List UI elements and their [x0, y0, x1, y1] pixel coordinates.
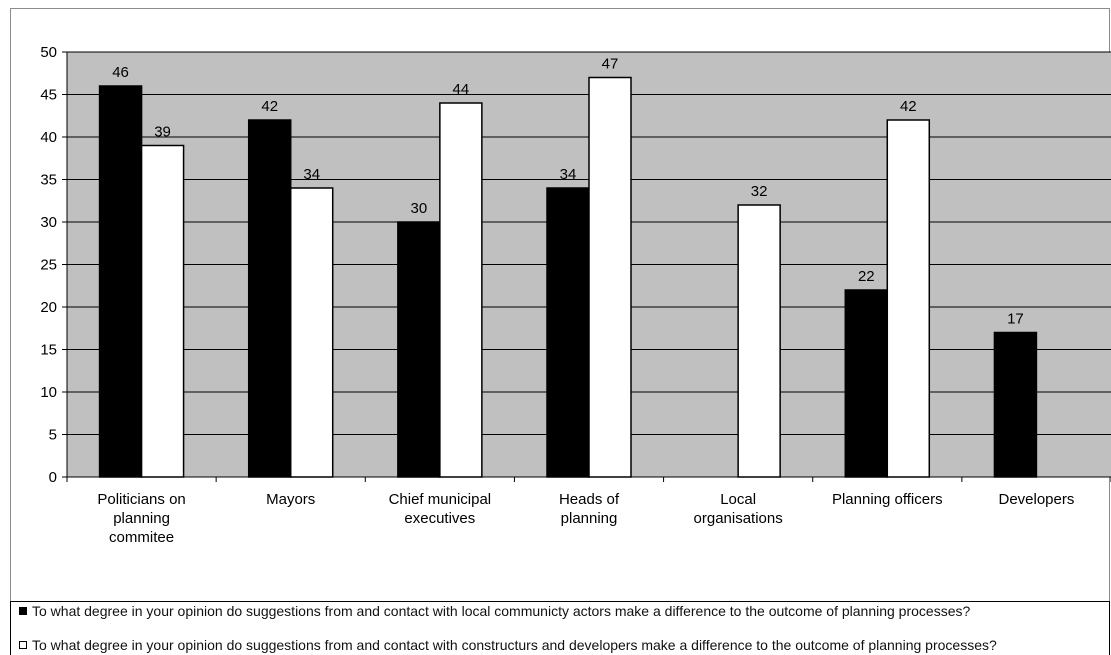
legend-swatch-series-2: [19, 641, 27, 649]
bar-chart: 0 5 10 15 20 25 30 35 40 45 50 46 39 Politicians on pl…: [40, 44, 1111, 546]
y-tick-label: 0: [49, 469, 57, 486]
x-tick-label: executives: [404, 510, 475, 527]
data-label: 42: [900, 98, 917, 115]
y-tick-label: 40: [40, 129, 57, 146]
bar: [439, 102, 483, 478]
legend-label-series-1: To what degree in your opinion do sugges…: [32, 603, 971, 619]
y-tick-label: 25: [40, 257, 57, 274]
legend-item-series-2: To what degree in your opinion do sugges…: [19, 637, 1109, 654]
x-tick-label: organisations: [694, 510, 783, 527]
data-label: 17: [1007, 311, 1024, 328]
chart-frame: 0 5 10 15 20 25 30 35 40 45 50 46 39 Politicians on pl…: [10, 8, 1111, 653]
legend-swatch-series-1: [19, 607, 27, 615]
x-tick-label: Chief municipal: [389, 491, 492, 508]
y-tick-label: 20: [40, 299, 57, 316]
data-label: 44: [453, 81, 470, 98]
legend-label-series-2: To what degree in your opinion do sugges…: [32, 637, 997, 653]
x-tick-label: Developers: [998, 491, 1074, 508]
y-tick-label: 45: [40, 87, 57, 104]
bar: [546, 187, 590, 478]
data-label: 32: [751, 183, 768, 200]
x-tick-label: commitee: [109, 529, 174, 546]
bar: [737, 204, 781, 478]
bar: [289, 187, 334, 478]
data-label: 47: [602, 56, 619, 73]
data-label: 34: [560, 166, 577, 183]
data-label: 22: [858, 268, 875, 285]
legend-item-series-1: To what degree in your opinion do sugges…: [19, 603, 1109, 620]
data-label: 42: [261, 98, 278, 115]
x-tick-label: Planning officers: [832, 491, 943, 508]
y-tick-label: 30: [40, 214, 57, 231]
y-tick-label: 50: [40, 44, 57, 61]
bar: [886, 119, 931, 478]
bar: [247, 119, 292, 478]
x-tick-label: Politicians on: [97, 491, 185, 508]
bar: [993, 331, 1038, 478]
data-label: 39: [154, 124, 171, 141]
legend: To what degree in your opinion do sugges…: [10, 601, 1110, 655]
x-tick-label: Mayors: [266, 491, 315, 508]
x-tick-label: Local: [720, 491, 756, 508]
y-tick-label: 15: [40, 342, 57, 359]
x-tick-label: planning: [561, 510, 618, 527]
bar: [844, 289, 889, 478]
bar: [140, 144, 185, 478]
data-label: 30: [411, 200, 428, 217]
x-tick-label: planning: [113, 510, 170, 527]
y-tick-label: 10: [40, 384, 57, 401]
bar: [397, 221, 441, 478]
data-label: 34: [303, 166, 320, 183]
y-tick-label: 35: [40, 172, 57, 189]
y-tick-label: 5: [49, 427, 57, 444]
x-tick-label: Heads of: [559, 491, 620, 508]
bar: [98, 85, 143, 478]
data-label: 46: [112, 64, 129, 81]
bar: [588, 76, 632, 478]
